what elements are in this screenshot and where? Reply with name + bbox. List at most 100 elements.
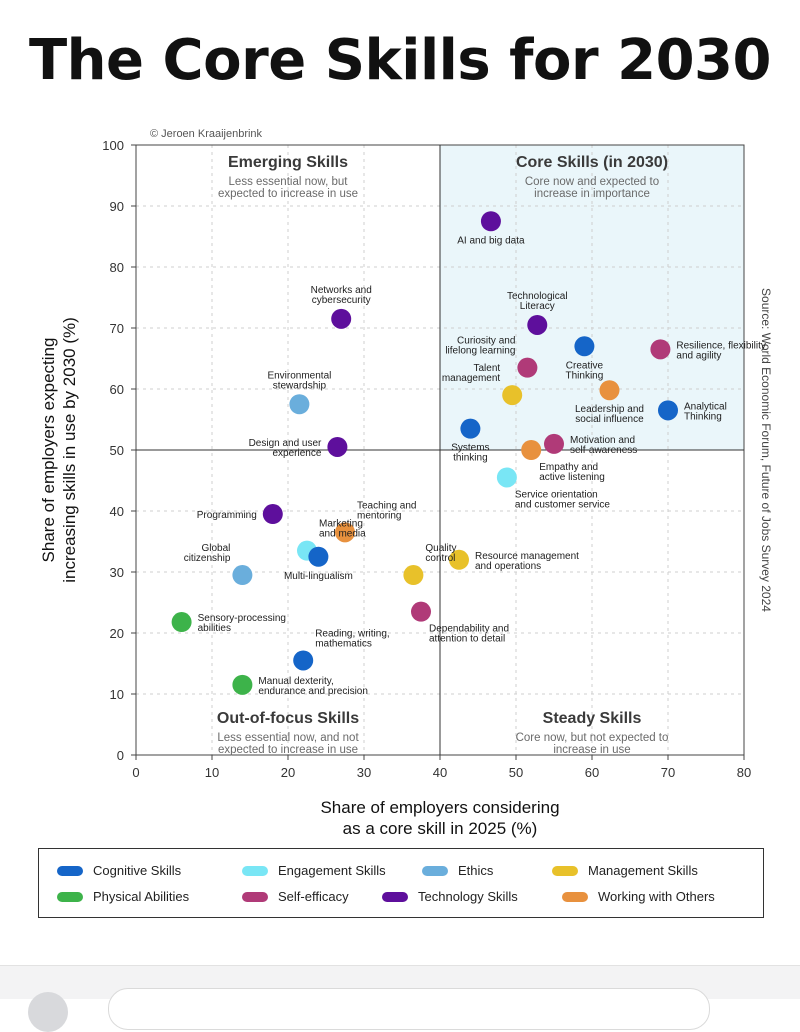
point-marker [262, 504, 283, 525]
legend-label: Cognitive Skills [93, 863, 182, 878]
point-label: Literacy [520, 301, 555, 312]
legend-item-self-efficacy: Self-efficacy [242, 889, 349, 904]
point-label: Service orientation [515, 489, 598, 500]
point-label: Curiosity and [457, 336, 515, 347]
point-marker [574, 336, 595, 357]
x-tick-label: 60 [585, 765, 599, 780]
y-tick-label: 50 [110, 443, 124, 458]
quadrant-title-core: Core Skills (in 2030) [516, 154, 668, 171]
point-marker [544, 433, 564, 454]
point-label: Talent [474, 363, 501, 374]
y-axis-label: Share of employers expecting [39, 338, 58, 563]
point-label: Systems [451, 443, 489, 454]
quadrant-subtitle-out: expected to increase in use [218, 744, 358, 756]
point-label: Empathy and [539, 462, 598, 473]
bottom-toolbar [0, 965, 800, 1032]
legend-swatch [57, 865, 83, 876]
legend-label: Ethics [458, 863, 494, 878]
legend-item-management: Management Skills [552, 863, 698, 878]
point-label: lifelong learning [445, 346, 515, 357]
point-label: self-awareness [570, 445, 637, 456]
data-point: Multi-lingualism [284, 546, 353, 582]
legend-swatch [552, 865, 578, 876]
legend-label: Engagement Skills [278, 863, 386, 878]
legend-swatch [57, 891, 83, 902]
legend-item-cognitive: Cognitive Skills [57, 863, 181, 878]
point-marker [335, 522, 355, 543]
point-label: Teaching and [357, 500, 417, 511]
point-marker [460, 418, 481, 439]
point-marker [517, 357, 538, 378]
point-label: Resilience, flexibility [676, 340, 765, 351]
point-marker [449, 549, 469, 570]
point-marker [411, 601, 431, 622]
x-axis-label: Share of employers considering [320, 798, 559, 817]
point-marker [327, 436, 348, 457]
point-label: Thinking [684, 411, 722, 422]
quadrant-title-emerging: Emerging Skills [228, 154, 348, 171]
point-label: AI and big data [457, 235, 525, 246]
x-axis-label: as a core skill in 2025 (%) [343, 819, 538, 838]
point-label: Reading, writing, [315, 628, 389, 639]
avatar[interactable] [28, 992, 68, 1032]
point-label: Programming [197, 510, 257, 521]
point-label: control [425, 553, 455, 564]
point-label: Global [201, 543, 230, 554]
legend: Cognitive Skills Engagement Skills Ethic… [38, 848, 764, 918]
legend-label: Physical Abilities [93, 889, 190, 904]
point-marker [599, 380, 620, 401]
legend-label: Management Skills [588, 863, 698, 878]
comment-input[interactable] [108, 988, 710, 1030]
point-label: stewardship [273, 380, 327, 391]
point-label: Leadership and [575, 404, 644, 415]
legend-swatch [242, 891, 268, 902]
y-tick-label: 40 [110, 504, 124, 519]
point-label: and media [319, 529, 366, 540]
y-tick-label: 0 [117, 748, 124, 763]
quadrant-subtitle-emerging: Less essential now, but [229, 176, 349, 188]
point-marker [480, 211, 501, 232]
x-tick-label: 80 [737, 765, 751, 780]
y-tick-label: 10 [110, 687, 124, 702]
x-tick-label: 70 [661, 765, 675, 780]
point-label: experience [272, 448, 321, 459]
quadrant-subtitle-steady: increase in use [553, 744, 630, 756]
point-label: Dependability and [429, 624, 509, 635]
point-label: social influence [575, 414, 644, 425]
legend-item-engagement: Engagement Skills [242, 863, 386, 878]
point-marker [308, 546, 329, 567]
point-label: mathematics [315, 638, 372, 649]
point-label: Manual dexterity, [258, 676, 333, 687]
point-label: and agility [676, 350, 721, 361]
point-label: citizenship [184, 553, 231, 564]
quadrant-title-out: Out-of-focus Skills [217, 710, 359, 727]
point-label: Analytical [684, 401, 727, 412]
point-marker [502, 385, 523, 406]
chart-title: The Core Skills for 2030 [28, 28, 772, 93]
legend-swatch [562, 891, 588, 902]
data-point: Manual dexterity,endurance and precision [232, 674, 368, 697]
point-label: Creative [566, 360, 604, 371]
point-marker [293, 650, 314, 671]
quadrant-title-steady: Steady Skills [543, 710, 642, 727]
point-label: cybersecurity [312, 295, 371, 306]
x-tick-label: 0 [132, 765, 139, 780]
y-tick-label: 100 [102, 138, 124, 153]
point-marker [232, 565, 253, 586]
y-tick-label: 80 [110, 260, 124, 275]
x-tick-label: 10 [205, 765, 219, 780]
point-marker [650, 339, 671, 360]
point-label: management [442, 373, 501, 384]
point-label: Design and user [249, 438, 322, 449]
point-label: mentoring [357, 510, 401, 521]
